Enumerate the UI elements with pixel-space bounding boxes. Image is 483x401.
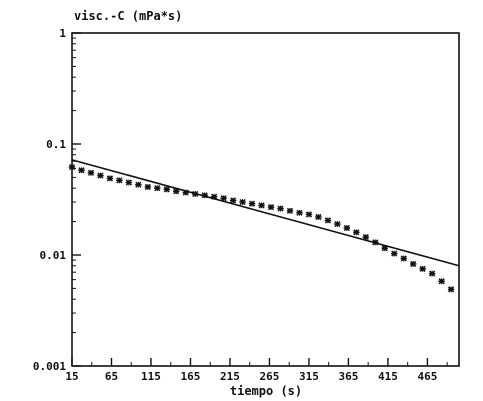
- data-point: [258, 202, 265, 209]
- data-point: [210, 193, 218, 200]
- data-point: [296, 209, 303, 216]
- data-point: [400, 255, 407, 262]
- data-point: [144, 183, 152, 191]
- fit-line: [71, 159, 460, 267]
- x-tick-label: 465: [417, 370, 437, 383]
- data-point: [362, 233, 370, 241]
- x-tick-label: 65: [105, 370, 118, 383]
- fit-line-layer: [71, 159, 460, 267]
- data-point: [267, 204, 275, 211]
- data-point: [87, 169, 95, 176]
- y-axis-ticks: 0.001 0.01 0.1 1: [33, 27, 81, 373]
- data-points-layer: [68, 163, 455, 293]
- data-point: [163, 186, 170, 193]
- data-point: [447, 286, 455, 293]
- y-tick-label: 0.01: [40, 249, 67, 262]
- data-point: [286, 207, 294, 214]
- data-point: [343, 224, 351, 232]
- x-tick-label: 165: [181, 370, 201, 383]
- x-tick-label: 215: [220, 370, 240, 383]
- data-point: [334, 220, 341, 228]
- data-point: [372, 239, 379, 246]
- data-point: [173, 188, 180, 195]
- data-point: [305, 211, 313, 218]
- data-point: [135, 181, 142, 188]
- data-point: [116, 177, 123, 184]
- x-tick-label: 415: [378, 370, 398, 383]
- x-tick-label: 265: [260, 370, 280, 383]
- data-point: [97, 172, 104, 179]
- data-point: [277, 205, 284, 212]
- y-tick-label: 0.001: [33, 360, 66, 373]
- y-axis-title: visc.-C (mPa*s): [74, 9, 182, 23]
- data-point: [248, 200, 256, 207]
- data-point: [419, 265, 426, 272]
- y-tick-label: 1: [59, 27, 66, 40]
- x-tick-label: 15: [65, 370, 78, 383]
- data-point: [428, 270, 436, 277]
- data-point: [381, 245, 388, 252]
- x-tick-label: 365: [338, 370, 358, 383]
- x-axis-title: tiempo (s): [230, 384, 302, 398]
- data-point: [68, 163, 76, 171]
- data-point: [239, 198, 246, 206]
- y-tick-label: 0.1: [46, 138, 66, 151]
- data-point: [125, 179, 133, 186]
- data-point: [391, 250, 398, 257]
- x-axis-ticks: 15 65 115 165 215 265 315 365 415 465: [65, 358, 448, 383]
- data-point: [106, 175, 114, 182]
- data-point: [220, 195, 227, 202]
- x-tick-label: 115: [141, 370, 161, 383]
- data-point: [324, 217, 332, 224]
- plot-frame: [71, 32, 460, 367]
- data-point: [192, 190, 199, 198]
- data-point: [182, 189, 189, 196]
- data-point: [78, 167, 85, 174]
- data-point: [154, 185, 161, 192]
- x-tick-label: 315: [299, 370, 319, 383]
- data-point: [229, 197, 237, 204]
- data-point: [315, 213, 322, 221]
- data-point: [201, 192, 208, 199]
- data-point: [438, 278, 445, 285]
- data-point: [409, 260, 417, 268]
- data-point: [353, 229, 360, 236]
